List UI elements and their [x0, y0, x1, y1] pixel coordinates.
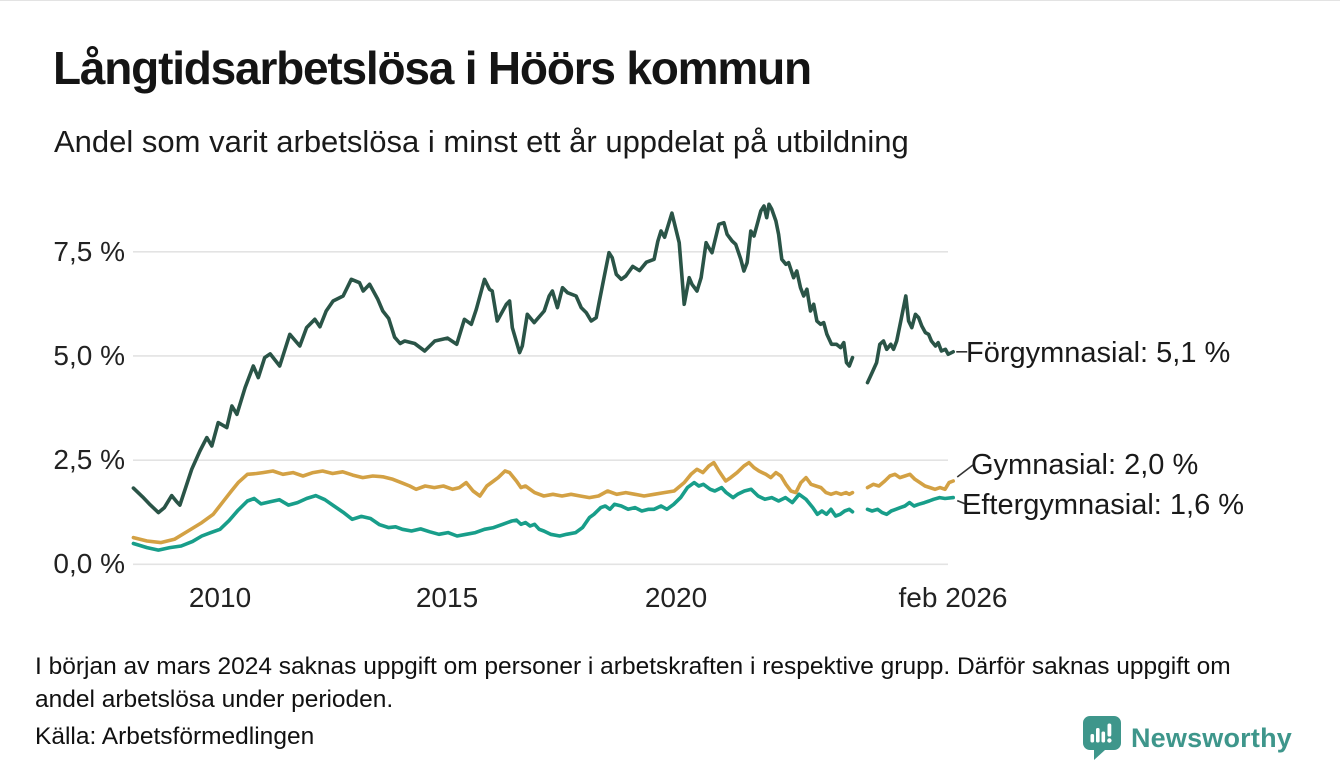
series-line-förgymnasial-seg2 — [865, 294, 955, 385]
y-axis-tick-2-5: 2,5 % — [53, 444, 125, 475]
x-axis-tick-2010: 2010 — [188, 582, 252, 613]
logo-bar-2 — [1095, 728, 1100, 743]
footnote-line-2: andel arbetslösa under perioden. — [35, 686, 394, 713]
logo-bar-1 — [1090, 734, 1095, 743]
logo-exclamation-dot — [1107, 738, 1112, 743]
page-subtitle: Andel som varit arbetslösa i minst ett å… — [54, 124, 909, 159]
series-line-eftergymnasial-seg2 — [865, 495, 955, 517]
series-label-eftergymnasial: Eftergymnasial: 1,6 % — [962, 489, 1245, 521]
x-axis-tick-2020: 2020 — [644, 582, 708, 613]
logo-exclamation-bar — [1107, 723, 1112, 737]
series-line-eftergymnasial-seg1 — [131, 480, 855, 552]
series-line-gymnasial-seg1 — [131, 460, 855, 545]
source-attribution: Källa: Arbetsförmedlingen — [35, 723, 315, 750]
page-title: Långtidsarbetslösa i Höörs kommun — [53, 42, 812, 94]
y-axis-tick-7-5: 7,5 % — [53, 236, 125, 267]
newsworthy-logo-icon — [1082, 716, 1121, 760]
series-line-förgymnasial-seg1 — [131, 202, 855, 515]
footnote-line-1: I början av mars 2024 saknas uppgift om … — [35, 653, 1231, 680]
y-axis-tick-5-0: 5,0 % — [53, 340, 125, 371]
series-label-gymnasial: Gymnasial: 2,0 % — [971, 449, 1199, 481]
y-axis-tick-0-0: 0,0 % — [53, 548, 125, 579]
series-label-forgymnasial: Förgymnasial: 5,1 % — [966, 337, 1231, 369]
label-connector-gymnasial — [956, 463, 975, 478]
x-axis-tick-feb-2026: feb 2026 — [898, 582, 1008, 613]
newsworthy-brand: Newsworthy — [1082, 715, 1292, 761]
x-axis-tick-2015: 2015 — [415, 582, 479, 613]
footnote: I början av mars 2024 saknas uppgift om … — [35, 650, 1315, 716]
label-connector-eftergymnasial — [956, 499, 968, 506]
logo-bar-3 — [1101, 731, 1106, 743]
series-line-gymnasial-seg2 — [865, 472, 955, 492]
brand-name: Newsworthy — [1130, 722, 1292, 753]
